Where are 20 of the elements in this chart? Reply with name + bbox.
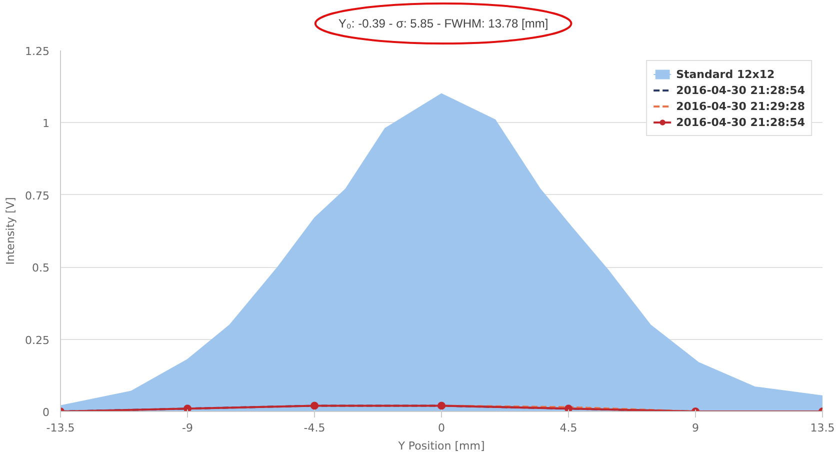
y-tick-label: 0 — [42, 406, 50, 419]
x-tick-label: 13.5 — [810, 422, 835, 434]
legend-label: 2016-04-30 21:28:54 — [676, 115, 805, 129]
x-tick-label: 9 — [692, 422, 699, 434]
x-axis-title: Y Position [mm] — [397, 440, 485, 452]
x-tick-label: 0 — [438, 422, 445, 434]
chart-title: Y₀: -0.39 - σ: 5.85 - FWHM: 13.78 [mm] — [338, 16, 548, 30]
y-tick-label: 1.25 — [25, 45, 50, 58]
x-tick-label: -13.5 — [46, 422, 75, 434]
x-tick-label: 4.5 — [560, 422, 578, 434]
x-tick-label: -9 — [182, 422, 193, 434]
legend-label: 2016-04-30 21:28:54 — [676, 83, 805, 97]
y-tick-label: 0.5 — [32, 262, 50, 275]
x-tick-label: -4.5 — [304, 422, 326, 434]
legend-label: Standard 12x12 — [676, 67, 775, 81]
y-tick-label: 1 — [42, 117, 50, 130]
y-axis-title: Intensity [V] — [4, 197, 18, 265]
y-tick-label: 0.75 — [25, 189, 50, 202]
y-tick-label: 0.25 — [25, 334, 50, 347]
legend-label: 2016-04-30 21:29:28 — [676, 99, 805, 113]
